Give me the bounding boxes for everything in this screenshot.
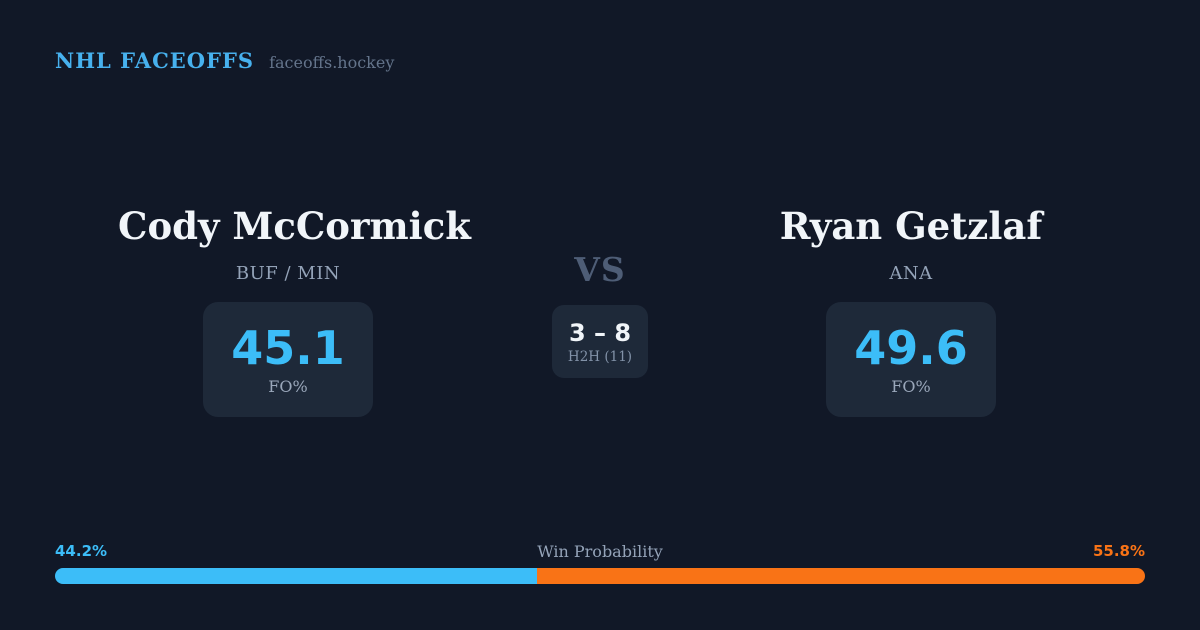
vs-column: VS 3 – 8 H2H (11)	[500, 250, 700, 378]
player-left-name: Cody McCormick	[118, 204, 471, 248]
brand-title: NHL FACEOFFS	[55, 48, 255, 73]
player-right-name: Ryan Getzlaf	[779, 204, 1043, 248]
player-right-stat-box: 49.6 FO%	[826, 302, 996, 417]
h2h-label: H2H (11)	[567, 348, 633, 365]
player-right-column: Ryan Getzlaf ANA 49.6 FO%	[741, 204, 1081, 417]
player-left-stat-value: 45.1	[231, 321, 345, 375]
win-probability-left-pct: 44.2%	[55, 542, 108, 560]
win-probability-title: Win Probability	[537, 542, 663, 561]
win-probability-bar	[55, 568, 1145, 584]
player-left-stat-box: 45.1 FO%	[203, 302, 373, 417]
win-probability-labels: 44.2% Win Probability 55.8%	[55, 542, 1145, 562]
h2h-box: 3 – 8 H2H (11)	[552, 305, 648, 378]
win-probability-bar-right-segment	[536, 568, 1145, 584]
player-right-stat-label: FO%	[891, 377, 931, 396]
vs-label: VS	[574, 250, 626, 289]
win-probability-bar-left-segment	[55, 568, 537, 584]
player-right-teams: ANA	[889, 263, 933, 284]
win-probability-right-pct: 55.8%	[1092, 542, 1145, 560]
player-left-column: Cody McCormick BUF / MIN 45.1 FO%	[118, 204, 471, 417]
header: NHL FACEOFFS faceoffs.hockey	[55, 48, 394, 73]
player-right-stat-value: 49.6	[854, 321, 968, 375]
player-left-stat-label: FO%	[268, 377, 308, 396]
h2h-score: 3 – 8	[568, 318, 632, 347]
site-url: faceoffs.hockey	[269, 53, 395, 72]
player-left-teams: BUF / MIN	[235, 263, 341, 284]
